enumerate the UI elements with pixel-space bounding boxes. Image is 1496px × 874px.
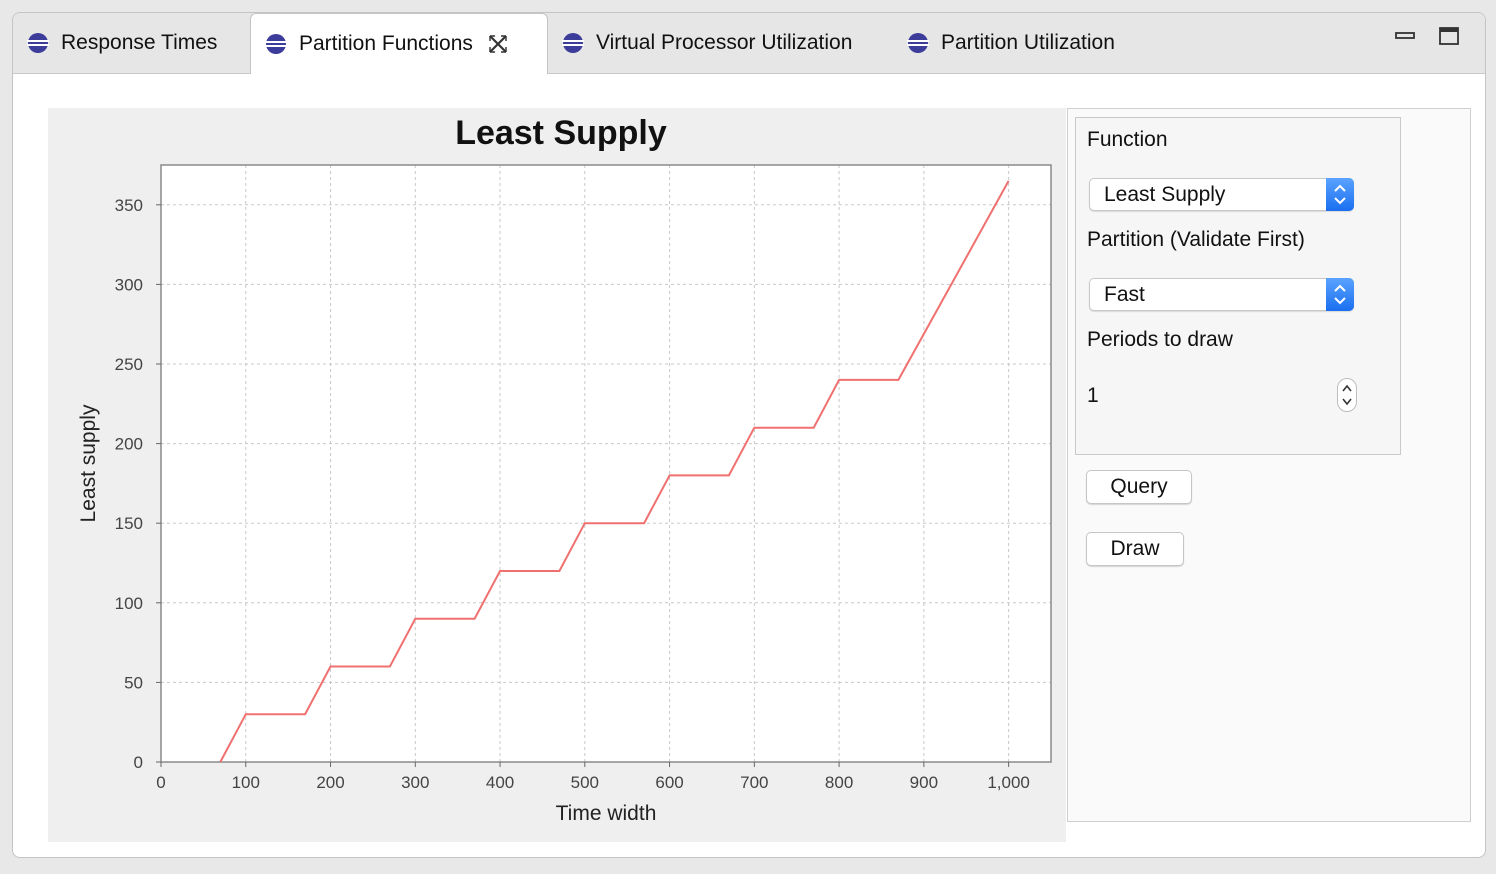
- x-tick-label: 700: [740, 773, 768, 792]
- chart-canvas: 0 100 200 300 400 500 600 700 800 900 1,000 0 50 100 1…: [77, 114, 1052, 825]
- y-tick-label: 150: [115, 514, 143, 533]
- tab-label: Partition Functions: [299, 32, 473, 55]
- tab-partition-functions[interactable]: Partition Functions: [250, 13, 548, 74]
- chevron-up-down-icon: [1326, 178, 1354, 211]
- minimize-icon[interactable]: [1394, 25, 1416, 47]
- y-tick-label: 200: [115, 435, 143, 454]
- tab-response-times[interactable]: Response Times: [13, 13, 249, 73]
- x-tick-label: 600: [655, 773, 683, 792]
- function-select-value: Least Supply: [1104, 183, 1226, 206]
- x-tick-label: 800: [825, 773, 853, 792]
- x-tick-label: 100: [232, 773, 260, 792]
- y-tick-label: 250: [115, 355, 143, 374]
- x-axis-label: Time width: [556, 802, 657, 825]
- stepper-arrows-icon: [1342, 384, 1352, 406]
- chevron-up-down-icon: [1326, 278, 1354, 311]
- chart-title: Least Supply: [455, 114, 667, 152]
- eclipse-view-icon: [265, 34, 287, 54]
- tab-partition-utilization[interactable]: Partition Utilization: [893, 13, 1173, 73]
- y-axis-label: Least supply: [77, 404, 100, 522]
- x-tick-label: 0: [156, 773, 165, 792]
- eclipse-view-icon: [27, 33, 49, 53]
- eclipse-view-icon: [907, 33, 929, 53]
- periods-stepper[interactable]: [1337, 378, 1357, 412]
- tab-label: Response Times: [61, 31, 218, 54]
- x-tick-label: 1,000: [987, 773, 1030, 792]
- function-control-panel: Function Least Supply Partition (Validat…: [1067, 108, 1471, 822]
- y-tick-label: 350: [115, 196, 143, 215]
- partition-select[interactable]: Fast: [1089, 278, 1354, 311]
- y-tick-label: 0: [134, 753, 143, 772]
- function-options-group: Function Least Supply Partition (Validat…: [1075, 117, 1401, 455]
- x-tick-label: 200: [316, 773, 344, 792]
- query-button[interactable]: Query: [1086, 470, 1192, 504]
- tab-virtual-processor-utilization[interactable]: Virtual Processor Utilization: [548, 13, 904, 73]
- tab-label: Partition Utilization: [941, 31, 1115, 54]
- partition-functions-view: Response Times Partition Functions Virtu…: [12, 12, 1486, 858]
- series-line: [219, 180, 1010, 763]
- maximize-icon[interactable]: [1438, 25, 1460, 47]
- x-tick-label: 400: [486, 773, 514, 792]
- x-tick-label: 500: [571, 773, 599, 792]
- y-tick-label: 100: [115, 594, 143, 613]
- function-label: Function: [1087, 128, 1168, 151]
- partition-label: Partition (Validate First): [1087, 228, 1305, 251]
- eclipse-view-icon: [562, 33, 584, 53]
- y-tick-label: 50: [124, 673, 143, 692]
- draw-button[interactable]: Draw: [1086, 532, 1184, 566]
- plot-background: [161, 165, 1051, 762]
- x-tick-label: 300: [401, 773, 429, 792]
- periods-input[interactable]: 1: [1087, 384, 1099, 407]
- periods-label: Periods to draw: [1087, 328, 1233, 351]
- plot-border: [160, 164, 1052, 763]
- partition-select-value: Fast: [1104, 283, 1145, 306]
- function-select[interactable]: Least Supply: [1089, 178, 1354, 211]
- close-icon[interactable]: [487, 33, 509, 55]
- x-tick-label: 900: [910, 773, 938, 792]
- least-supply-chart: 0 100 200 300 400 500 600 700 800 900 1,000 0 50 100 1…: [48, 108, 1066, 842]
- tab-label: Virtual Processor Utilization: [596, 31, 853, 54]
- y-tick-label: 300: [115, 275, 143, 294]
- view-tab-bar: Response Times Partition Functions Virtu…: [13, 13, 1485, 74]
